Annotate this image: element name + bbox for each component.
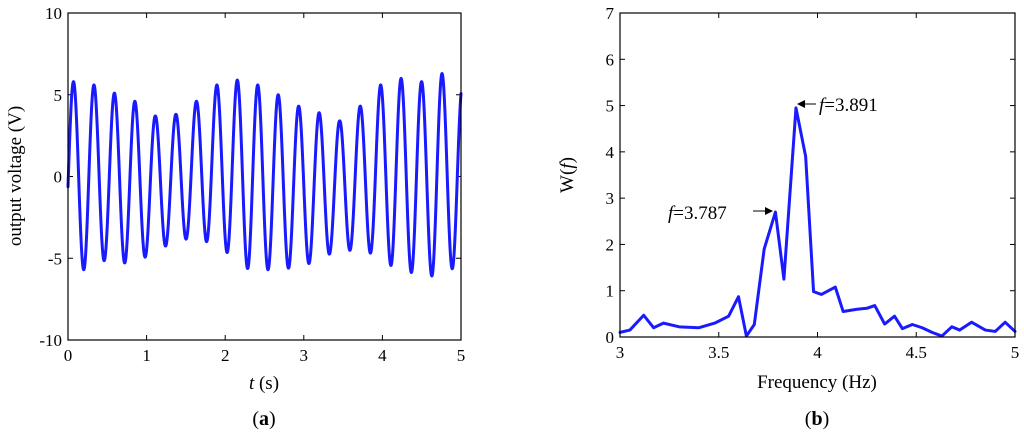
chart-a-ylabel: output voltage (V) <box>5 106 26 246</box>
chart-a-xtick-label: 0 <box>64 346 73 365</box>
chart-b-xtick-label: 4 <box>813 343 822 362</box>
annotation-text-3787: f=3.787 <box>668 203 727 224</box>
chart-b-xtick-label: 4.5 <box>906 343 927 362</box>
chart-a-yticks: -10 -5 0 5 10 <box>39 4 461 350</box>
chart-b-xtick-label: 3.5 <box>708 343 729 362</box>
chart-b-ytick-label: 2 <box>606 235 615 254</box>
chart-a-xlabel-italic: t <box>249 373 255 394</box>
panel-label-a-letter: a <box>259 408 269 430</box>
chart-b-ytick-label: 7 <box>606 4 615 23</box>
chart-a-xlabel: t (s) <box>249 373 279 394</box>
chart-b-ytick-label: 1 <box>606 282 615 301</box>
chart-b-series-line <box>618 106 1017 338</box>
chart-b-yticks: 0 1 2 3 4 5 6 7 <box>606 4 1015 347</box>
chart-a-xtick-label: 1 <box>142 346 151 365</box>
annotation-arrowhead-3891 <box>797 100 805 108</box>
chart-a-xlabel-rest: (s) <box>254 373 279 394</box>
chart-b-ytick-label: 0 <box>606 328 615 347</box>
chart-a-ytick-label: 5 <box>54 86 63 105</box>
annotation-italic-3787: f <box>668 203 676 224</box>
panel-label-a: (a) <box>252 408 275 430</box>
chart-b-ylabel-italic: f <box>557 161 578 169</box>
chart-b-xlabel: Frequency (Hz) <box>757 372 877 393</box>
chart-a-ytick-label: -10 <box>39 331 62 350</box>
chart-a-ytick-label: -5 <box>48 249 62 268</box>
annotation-arrowhead-3787 <box>765 207 773 215</box>
chart-b-xtick-label: 3 <box>616 343 625 362</box>
chart-a-series-line <box>66 72 463 278</box>
annotation-peak-3787: f=3.787 <box>668 203 773 224</box>
annotation-peak-3891: f=3.891 <box>797 95 878 116</box>
panel-label-b-letter: b <box>811 408 822 430</box>
chart-a-ytick-label: 10 <box>45 4 62 23</box>
chart-a-xtick-label: 3 <box>300 346 309 365</box>
chart-a-xtick-label: 4 <box>378 346 387 365</box>
chart-a-ytick-label: 0 <box>54 168 63 187</box>
chart-a-xtick-label: 5 <box>457 346 466 365</box>
chart-b-ytick-label: 3 <box>606 189 615 208</box>
chart-b-ytick-label: 5 <box>606 97 615 116</box>
chart-a-xtick-label: 2 <box>221 346 230 365</box>
annotation-text-3891: f=3.891 <box>819 95 878 116</box>
annotation-value-3891: =3.891 <box>824 95 877 116</box>
annotation-italic-3891: f <box>819 95 827 116</box>
chart-b-ytick-label: 4 <box>606 143 615 162</box>
chart-b-ylabel: W(f) <box>557 157 578 193</box>
chart-b-ytick-label: 6 <box>606 50 615 69</box>
panel-label-b: (b) <box>805 408 829 430</box>
annotation-value-3787: =3.787 <box>673 203 726 224</box>
chart-b-ylabel-pre: W( <box>557 169 578 193</box>
chart-b-xtick-label: 5 <box>1011 343 1020 362</box>
chart-b-ylabel-post: ) <box>557 157 578 163</box>
chart-b-xticks: 3 3.5 4 4.5 5 <box>616 13 1020 362</box>
chart-a: 0 1 2 3 4 5 -10 -5 0 5 10 output voltage (V) t (s… <box>5 4 465 430</box>
chart-b-frame <box>619 12 1016 338</box>
chart-a-frame <box>67 12 462 341</box>
